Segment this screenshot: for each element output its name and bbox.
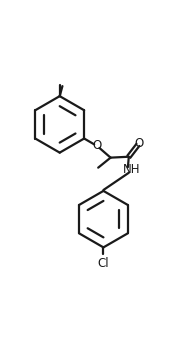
- Text: Cl: Cl: [98, 258, 109, 270]
- Text: O: O: [92, 139, 102, 152]
- Text: O: O: [134, 137, 143, 150]
- Text: NH: NH: [123, 163, 140, 176]
